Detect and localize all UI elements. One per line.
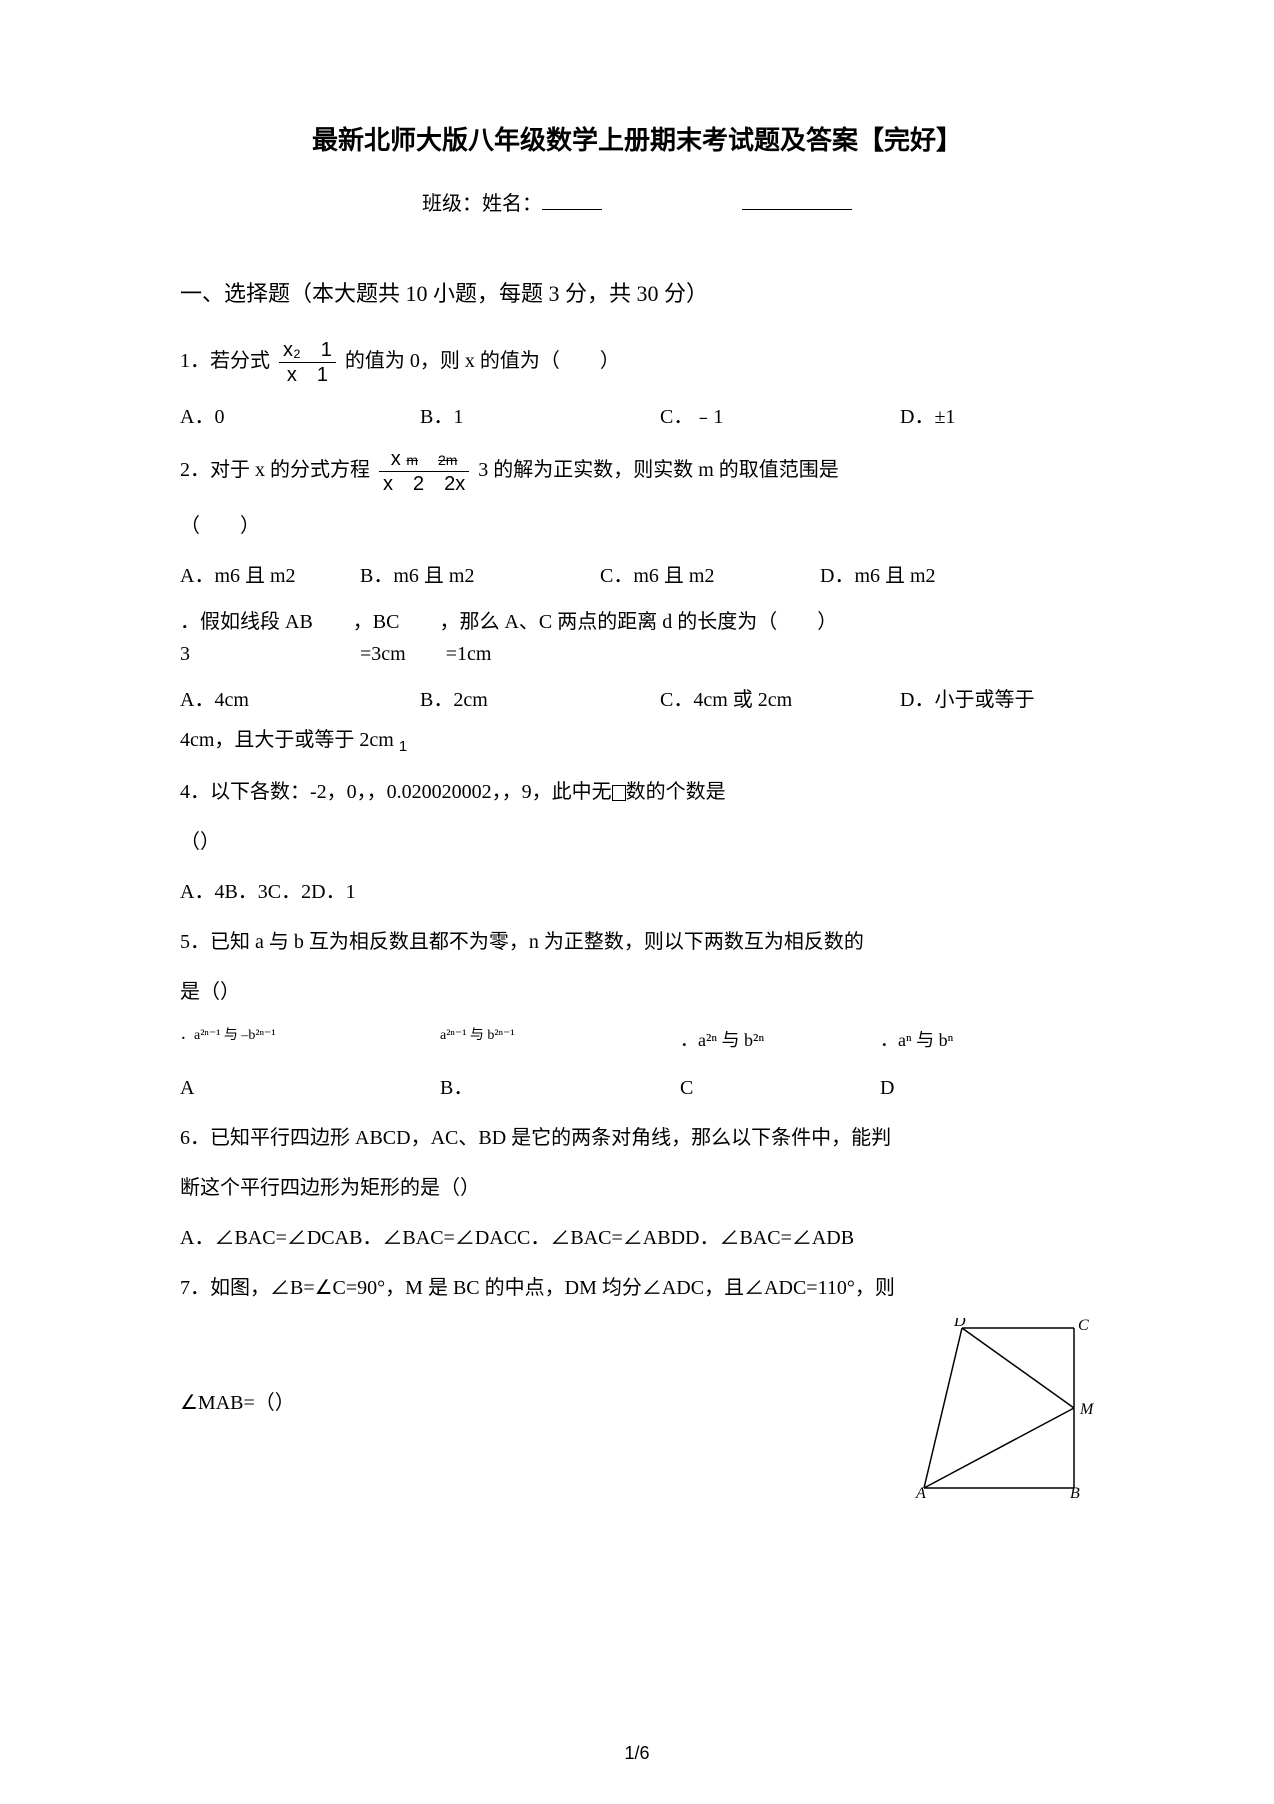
q3-line1: ．假如线段 AB ，BC ，那么 A、C 两点的距离 d 的长度为（ ） [180, 606, 1094, 638]
q5-small-row: ．a²ⁿ⁻¹ 与 –b²ⁿ⁻¹ a²ⁿ⁻¹ 与 b²ⁿ⁻¹ ．a²ⁿ 与 b²ⁿ… [180, 1022, 1094, 1058]
q2-opt-b: B．m6 且 m2 [360, 556, 560, 596]
q2-opt-c: C．m6 且 m2 [600, 556, 780, 596]
q2-stem-pre: 2．对于 x 的分式方程 [180, 459, 370, 481]
q5-d-sup: ．aⁿ 与 bⁿ [880, 1022, 1040, 1058]
page-title: 最新北师大版八年级数学上册期末考试题及答案【完好】 [180, 120, 1094, 157]
question-2: 2．对于 x 的分式方程 x m 2m x 2 2x 3 的解为正实数，则实数 … [180, 447, 1094, 496]
name-label: 姓名： [482, 193, 542, 215]
q2-frac-den: x 2 2x [379, 472, 469, 496]
q2-opt-a: A．m6 且 m2 [180, 556, 320, 596]
label-c: C [1078, 1318, 1089, 1334]
name-blank [542, 190, 602, 210]
q5-c-sup: ．a²ⁿ 与 b²ⁿ [680, 1022, 840, 1058]
q5-opt-c: C [680, 1068, 840, 1108]
q1-opt-c: C．﹣1 [660, 397, 860, 437]
q5-options: A B． C D [180, 1068, 1094, 1108]
q3-last-line: 4cm，且大于或等于 2cm 1 [180, 720, 1094, 762]
label-d: D [953, 1318, 966, 1330]
q1-opt-a: A．0 [180, 397, 380, 437]
label-a: A [915, 1485, 926, 1498]
q3-opt-b: B．2cm [420, 680, 620, 720]
q2-x: x [391, 448, 401, 470]
q2-options: A．m6 且 m2 B．m6 且 m2 C．m6 且 m2 D．m6 且 m2 [180, 556, 1094, 596]
q5-opt-a: A [180, 1068, 400, 1108]
label-b: B [1070, 1485, 1080, 1498]
q4-brackets: （） [180, 822, 1094, 862]
question-3: ．假如线段 AB ，BC ，那么 A、C 两点的距离 d 的长度为（ ） 3 =… [180, 606, 1094, 670]
q7-row: ∠MAB=（） D C M A B [180, 1318, 1094, 1498]
q3-opt-a: A．4cm [180, 680, 380, 720]
q5-opt-b: B． [440, 1068, 640, 1108]
q1-frac-den: x 1 [279, 363, 336, 387]
question-5-stem2: 是（） [180, 972, 1094, 1012]
q5-opt-d: D [880, 1068, 1040, 1108]
q2-opt-d: D．m6 且 m2 [820, 556, 1000, 596]
q3-three: 3 [180, 638, 210, 670]
geometry-diagram: D C M A B [914, 1318, 1094, 1498]
sqrt-icon [612, 785, 626, 801]
question-7-stem: 7．如图，∠B=∠C=90°，M 是 BC 的中点，DM 均分∠ADC，且∠AD… [180, 1268, 1094, 1308]
section-heading: 一、选择题（本大题共 10 小题，每题 3 分，共 30 分） [180, 276, 1094, 308]
q2-line-2m: 2m [438, 452, 457, 468]
page-number: 1/6 [624, 1743, 649, 1764]
label-m: M [1079, 1401, 1094, 1418]
q7-mab: ∠MAB=（） [180, 1383, 894, 1423]
q3-opt-c: C．4cm 或 2cm [660, 680, 860, 720]
q2-brackets: （ ） [180, 506, 1094, 546]
q6-options: A．∠BAC=∠DCAB．∠BAC=∠DACC．∠BAC=∠ABDD．∠BAC=… [180, 1218, 1094, 1258]
q5-b-sup: a²ⁿ⁻¹ 与 b²ⁿ⁻¹ [440, 1022, 640, 1058]
q5-a-sup: ．a²ⁿ⁻¹ 与 –b²ⁿ⁻¹ [180, 1022, 400, 1058]
q1-frac-num: x₂ 1 [279, 338, 336, 363]
extra-blank [742, 190, 852, 210]
q1-stem-post: 的值为 0，则 x 的值为（ ） [345, 350, 620, 372]
q1-stem-pre: 1．若分式 [180, 350, 270, 372]
q1-opt-b: B．1 [420, 397, 620, 437]
q3-options: A．4cm B．2cm C．4cm 或 2cm D．小于或等于 4cm，且大于或… [180, 680, 1094, 762]
question-6-stem2: 断这个平行四边形为矩形的是（） [180, 1168, 1094, 1208]
q3-opt-d: D．小于或等于 [900, 680, 1100, 720]
q4-stem: 4．以下各数：-2，0，，0.020020002，，9，此中无 [180, 781, 612, 803]
class-label: 班级： [422, 193, 482, 215]
question-1: 1．若分式 x₂ 1 x 1 的值为 0，则 x 的值为（ ） [180, 338, 1094, 387]
question-5-stem: 5．已知 a 与 b 互为相反数且都不为零，n 为正整数，则以下两数互为相反数的 [180, 922, 1094, 962]
q3-last: 4cm，且大于或等于 2cm [180, 729, 394, 751]
q2-stem-post: 3 的解为正实数，则实数 m 的取值范围是 [478, 459, 839, 481]
q1-options: A．0 B．1 C．﹣1 D．±1 [180, 397, 1094, 437]
question-6-stem: 6．已知平行四边形 ABCD，AC、BD 是它的两条对角线，那么以下条件中，能判 [180, 1118, 1094, 1158]
q1-opt-d: D．±1 [900, 397, 1100, 437]
q4-options: A．4B．3C．2D．1 [180, 872, 1094, 912]
q2-frac-top: x m 2m [379, 447, 469, 472]
student-info-line: 班级：姓名： [180, 187, 1094, 216]
q1-fraction: x₂ 1 x 1 [279, 338, 336, 387]
q3-dims: =3cm =1cm [360, 643, 491, 665]
question-4: 4．以下各数：-2，0，，0.020020002，，9，此中无数的个数是 [180, 772, 1094, 812]
q2-fraction: x m 2m x 2 2x [379, 447, 469, 496]
q3-line2: 3 =3cm =1cm [180, 638, 1094, 670]
q4-stem-post: 数的个数是 [626, 781, 726, 803]
q4-one: 1 [399, 738, 407, 755]
q2-line-m: m [406, 452, 418, 468]
